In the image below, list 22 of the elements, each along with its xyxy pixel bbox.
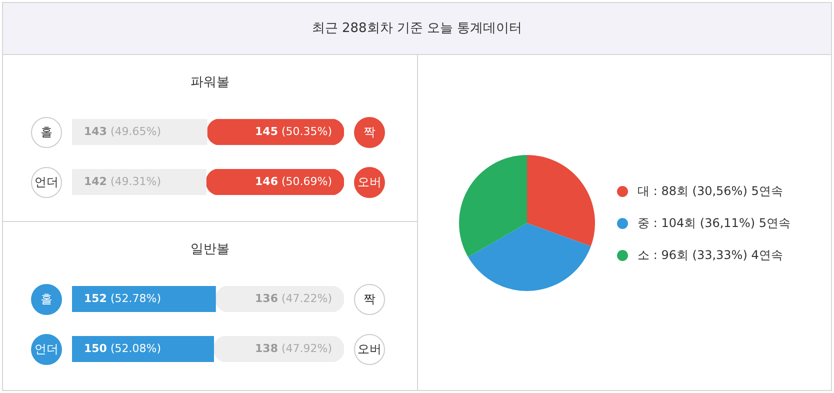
data-label: 138 (47.92%): [255, 342, 332, 355]
text: 최근 288회차 기준 오늘 통계데이터: [3, 3, 831, 55]
data-label: 150 (52.08%): [84, 342, 161, 355]
series-label: 짝: [354, 284, 385, 314]
series-label: 홀: [31, 116, 62, 148]
legend-label: 대 : 88회 (30,56%) 5연속: [638, 182, 783, 200]
series-label: 언더: [31, 334, 62, 364]
data-label: 146 (50.69%): [255, 174, 332, 188]
chart-subtitle: 일반볼: [190, 241, 230, 259]
series-label: 오버: [354, 334, 385, 364]
data-label: 142 (49.31%): [84, 174, 161, 188]
data-label: 152 (52.78%): [84, 292, 161, 305]
data-label: 136 (47.22%): [255, 292, 332, 305]
data-label: 145 (50.35%): [255, 124, 332, 138]
chart-subtitle: 파워볼: [190, 74, 230, 92]
series-label: 홀: [31, 284, 62, 314]
legend-label: 소 : 96회 (33,33%) 4연속: [638, 246, 783, 264]
data-label: 143 (49.65%): [84, 124, 161, 138]
series-label: 오버: [354, 166, 385, 198]
legend-label: 중 : 104회 (36,11%) 5연속: [638, 214, 790, 232]
series-label: 언더: [31, 166, 62, 198]
series-label: 짝: [354, 116, 385, 148]
